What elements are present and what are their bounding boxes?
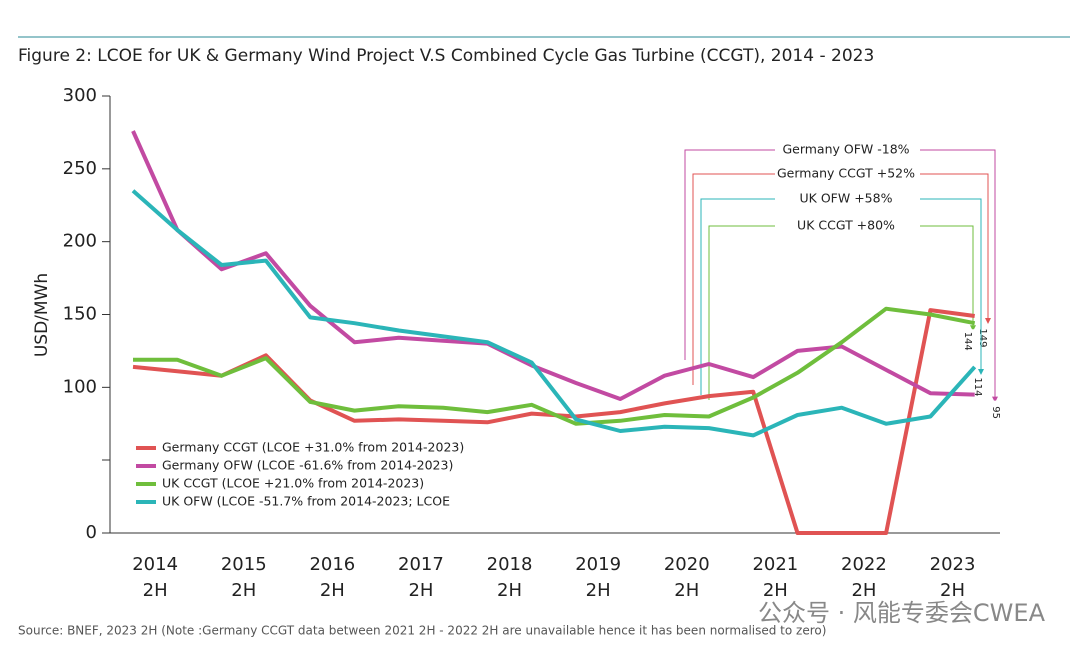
- x-tick-label: 2023 2H: [930, 554, 976, 601]
- x-tick-label: 2016 2H: [309, 554, 355, 601]
- x-tick-label: 2014 2H: [132, 554, 178, 601]
- value-label-bg: [962, 329, 974, 354]
- annotation-label-bg: [775, 165, 920, 183]
- series-line: [131, 189, 977, 438]
- watermark: 公众号 · 风能专委会CWEA: [758, 599, 1046, 627]
- annotation-label: Germany OFW -18%: [782, 142, 909, 157]
- legend-label: UK OFW (LCOE -51.7% from 2014-2023; LCOE: [162, 494, 450, 509]
- annotation-arrow: [978, 368, 984, 375]
- y-tick-label: 150: [63, 304, 97, 325]
- chart-title: Figure 2: LCOE for UK & Germany Wind Pro…: [18, 46, 874, 66]
- series-line: [133, 306, 976, 426]
- value-label: 114: [972, 377, 983, 396]
- x-tick-label: 2019 2H: [575, 554, 621, 601]
- y-tick-label: 100: [63, 376, 97, 397]
- x-tick-label: 2020 2H: [664, 554, 710, 601]
- y-tick-label: 300: [63, 85, 97, 106]
- value-label: 149: [977, 328, 988, 347]
- x-tick-label: 2022 2H: [841, 554, 887, 601]
- annotation-arrow: [992, 396, 998, 403]
- source-note: Source: BNEF, 2023 2H (Note :Germany CCG…: [18, 624, 826, 638]
- value-label: 144: [962, 332, 973, 351]
- annotation-label-bg: [775, 141, 920, 159]
- annotation-label: Germany CCGT +52%: [777, 166, 915, 181]
- value-label-bg: [977, 325, 989, 350]
- x-tick-label: 2017 2H: [398, 554, 444, 601]
- annotation-arrow: [970, 325, 976, 332]
- legend-label: UK CCGT (LCOE +21.0% from 2014-2023): [162, 476, 424, 491]
- x-tick-label: 2015 2H: [221, 554, 267, 601]
- value-label-bg: [972, 374, 984, 399]
- y-tick-label: 250: [63, 158, 97, 179]
- annotation-label-bg: [775, 217, 920, 235]
- annotation-label-bg: [775, 190, 920, 208]
- annotation-group: Germany OFW -18% 95 Germany CCGT +52% 149 UK…: [684, 141, 1002, 425]
- annotation-arrow: [985, 317, 991, 324]
- legend-label: Germany OFW (LCOE -61.6% from 2014-2023): [162, 458, 453, 473]
- annotation-label: UK CCGT +80%: [797, 218, 895, 233]
- x-tick-label: 2021 2H: [752, 554, 798, 601]
- y-axis-label: USD/MWh: [32, 273, 52, 357]
- value-label-bg: [990, 400, 1002, 425]
- annotation-label: UK OFW +58%: [800, 191, 893, 206]
- legend-label: Germany CCGT (LCOE +31.0% from 2014-2023…: [162, 440, 464, 455]
- y-tick-label: 200: [63, 231, 97, 252]
- y-tick-label: 0: [86, 522, 97, 543]
- x-tick-label: 2018 2H: [487, 554, 533, 601]
- value-label: 95: [990, 406, 1001, 419]
- annotation-bracket: [684, 149, 996, 401]
